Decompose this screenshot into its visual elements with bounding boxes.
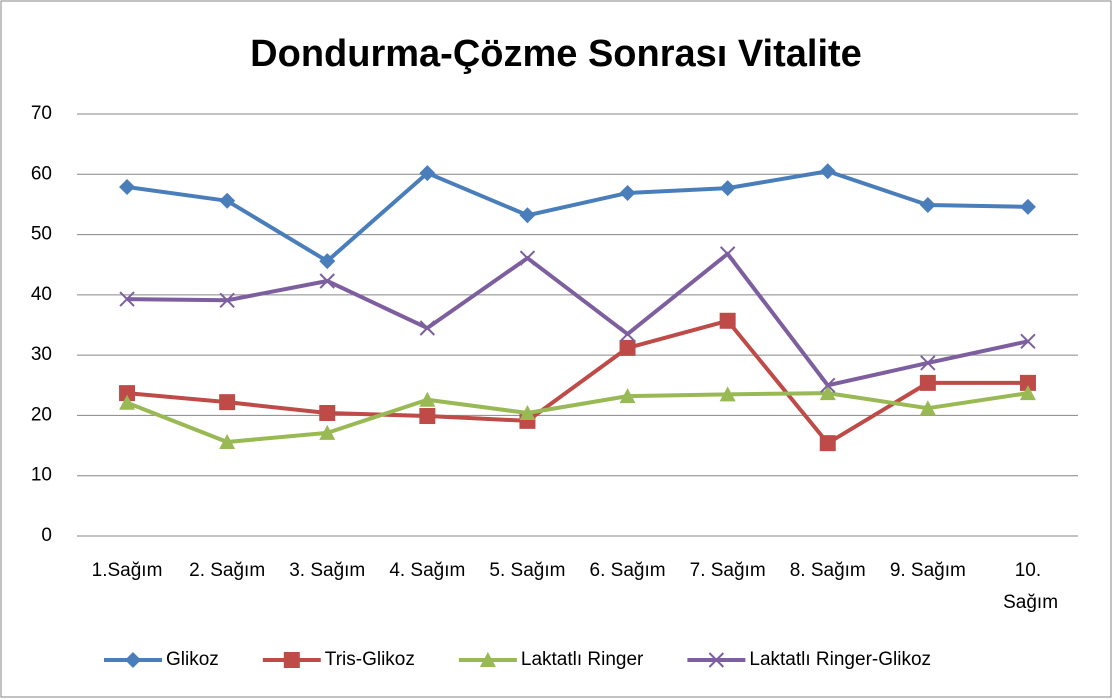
marker <box>319 405 336 422</box>
series <box>119 312 1036 452</box>
marker <box>319 253 336 270</box>
marker <box>319 424 336 440</box>
marker <box>619 339 636 356</box>
x-tick-label: 7. Sağım <box>690 560 766 581</box>
marker <box>519 207 536 224</box>
x-tick-label: 10. Sağım <box>998 560 1058 613</box>
marker <box>219 292 235 308</box>
marker <box>919 197 936 214</box>
legend-marker <box>125 652 141 668</box>
marker <box>719 312 736 329</box>
marker <box>919 374 936 391</box>
marker <box>719 246 736 262</box>
marker <box>819 163 836 180</box>
legend-marker <box>708 652 725 668</box>
y-tick-label: 0 <box>41 525 52 546</box>
marker <box>119 291 135 307</box>
series <box>119 246 1036 393</box>
marker <box>920 355 936 371</box>
legend-label: Tris-Glikoz <box>325 649 415 670</box>
marker <box>419 320 436 336</box>
marker <box>820 377 836 393</box>
y-tick-label: 20 <box>31 404 52 425</box>
x-tick-label: 1.Sağım <box>92 560 163 581</box>
marker <box>519 405 536 421</box>
marker <box>219 192 236 209</box>
legend-marker <box>479 652 496 667</box>
marker <box>419 391 436 407</box>
marker <box>1019 374 1036 391</box>
x-tick-label: 5. Sağım <box>489 560 565 581</box>
x-tick-label: 6. Sağım <box>590 560 666 581</box>
chart-title: Dondurma-Çözme Sonrası Vitalite <box>250 33 862 75</box>
marker <box>119 385 136 402</box>
x-tick-label: 3. Sağım <box>289 560 365 581</box>
y-tick-label: 70 <box>31 103 52 124</box>
line <box>126 318 1028 446</box>
marker <box>219 433 236 449</box>
marker <box>619 388 636 404</box>
legend-label: Laktatlı Ringer <box>521 649 644 670</box>
marker <box>619 326 636 342</box>
marker <box>719 180 736 197</box>
y-tick-label: 50 <box>31 224 52 245</box>
x-tick-label: 4. Sağım <box>389 560 465 581</box>
marker <box>319 273 335 289</box>
marker <box>719 386 736 402</box>
marker <box>119 178 136 195</box>
legend-marker <box>283 652 300 668</box>
marker <box>1019 385 1036 401</box>
marker <box>919 400 936 416</box>
x-tick-label: 2. Sağım <box>189 560 265 581</box>
y-tick-label: 60 <box>31 163 52 184</box>
line <box>126 391 1029 444</box>
marker <box>1019 198 1036 215</box>
line <box>126 169 1028 264</box>
y-tick-label: 10 <box>31 465 52 486</box>
series <box>119 163 1036 270</box>
marker <box>419 165 436 182</box>
marker <box>1020 333 1036 349</box>
marker <box>119 394 136 410</box>
legend-label: Glikoz <box>166 649 219 670</box>
marker <box>419 408 436 425</box>
marker <box>619 184 636 201</box>
series <box>119 385 1036 449</box>
legend-label: Laktatlı Ringer-Glikoz <box>749 649 931 670</box>
marker <box>819 385 836 401</box>
line <box>127 251 1029 388</box>
x-tick-label: 9. Sağım <box>890 560 966 581</box>
y-tick-label: 30 <box>31 344 52 365</box>
marker <box>219 394 236 411</box>
marker <box>519 250 536 266</box>
marker <box>819 435 836 452</box>
y-tick-label: 40 <box>31 284 52 305</box>
x-tick-label: 8. Sağım <box>790 560 866 581</box>
